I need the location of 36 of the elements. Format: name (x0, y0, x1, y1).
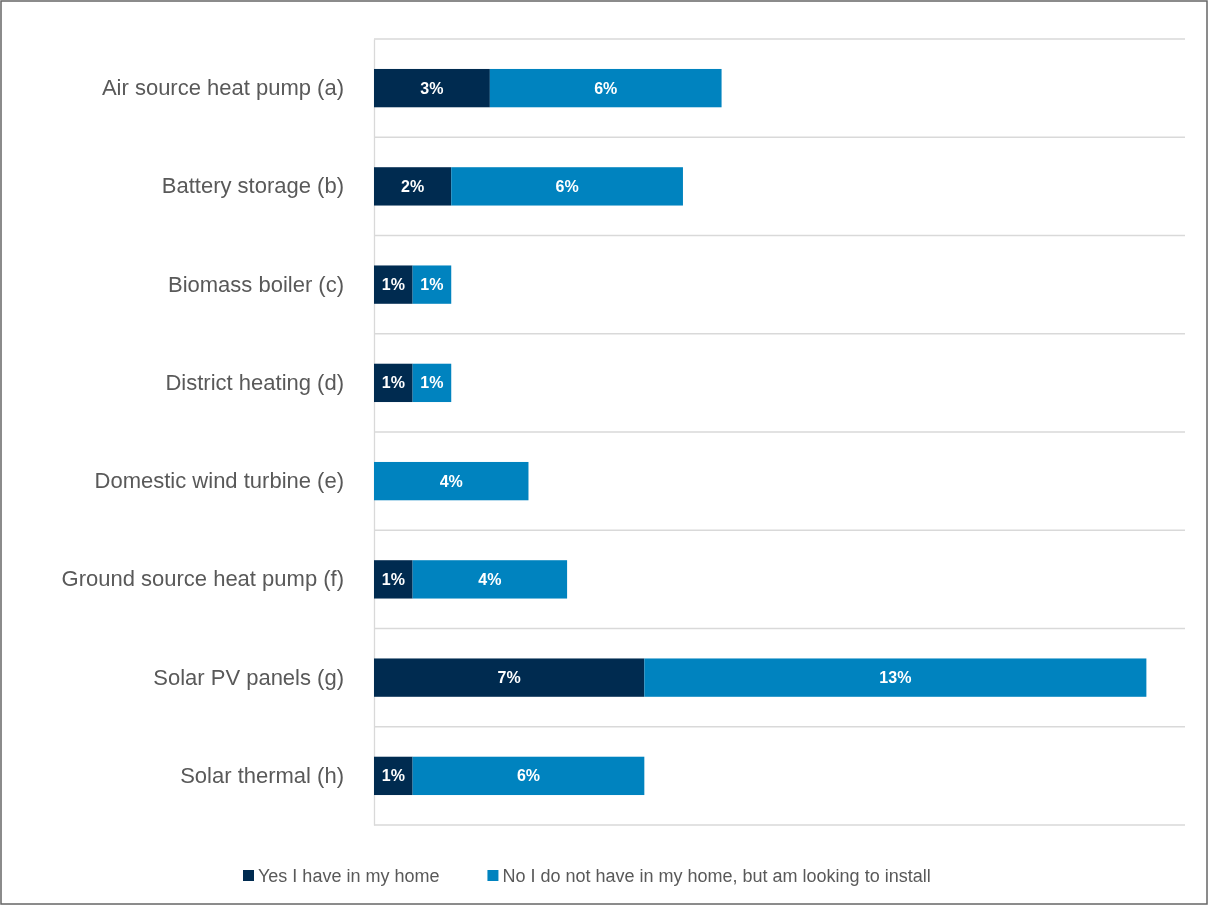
data-label: 1% (420, 374, 444, 392)
bar (644, 658, 1147, 697)
data-label: 1% (381, 570, 405, 588)
data-label: 1% (381, 767, 405, 785)
data-label: 3% (420, 79, 444, 97)
bar (412, 756, 645, 796)
data-label: 1% (381, 276, 405, 294)
data-label: 2% (401, 177, 425, 195)
data-label: 13% (879, 669, 912, 687)
data-label: 1% (381, 374, 405, 392)
bar (374, 560, 413, 599)
data-label: 6% (594, 79, 618, 97)
y-tick-label: Air source heat pump (a) (101, 75, 344, 101)
bar (412, 560, 568, 599)
bar (374, 68, 490, 108)
data-label: 6% (555, 177, 579, 195)
legend-label: No I do not have in my home, but am looking to install (502, 866, 931, 887)
data-label: 4% (439, 472, 463, 490)
y-tick-label: Ground source heat pump (f) (61, 566, 344, 592)
bar (489, 68, 722, 108)
y-tick-label: Battery storage (b) (161, 173, 344, 199)
bar (374, 167, 452, 206)
data-label: 7% (497, 669, 521, 687)
data-label: 1% (420, 276, 444, 294)
y-tick-label: Solar thermal (h) (180, 762, 344, 788)
bar (374, 461, 529, 501)
legend-label: Yes I have in my home (258, 866, 440, 887)
bar (451, 167, 683, 206)
y-tick-label: Solar PV panels (g) (153, 664, 344, 690)
data-label: 6% (516, 767, 541, 785)
bar (374, 658, 645, 697)
data-label: 4% (478, 570, 502, 588)
y-tick-label: District heating (d) (165, 369, 344, 395)
bar (374, 265, 413, 304)
y-tick-label: Biomass boiler (c) (167, 271, 344, 297)
y-tick-label: Domestic wind turbine (e) (94, 468, 344, 494)
